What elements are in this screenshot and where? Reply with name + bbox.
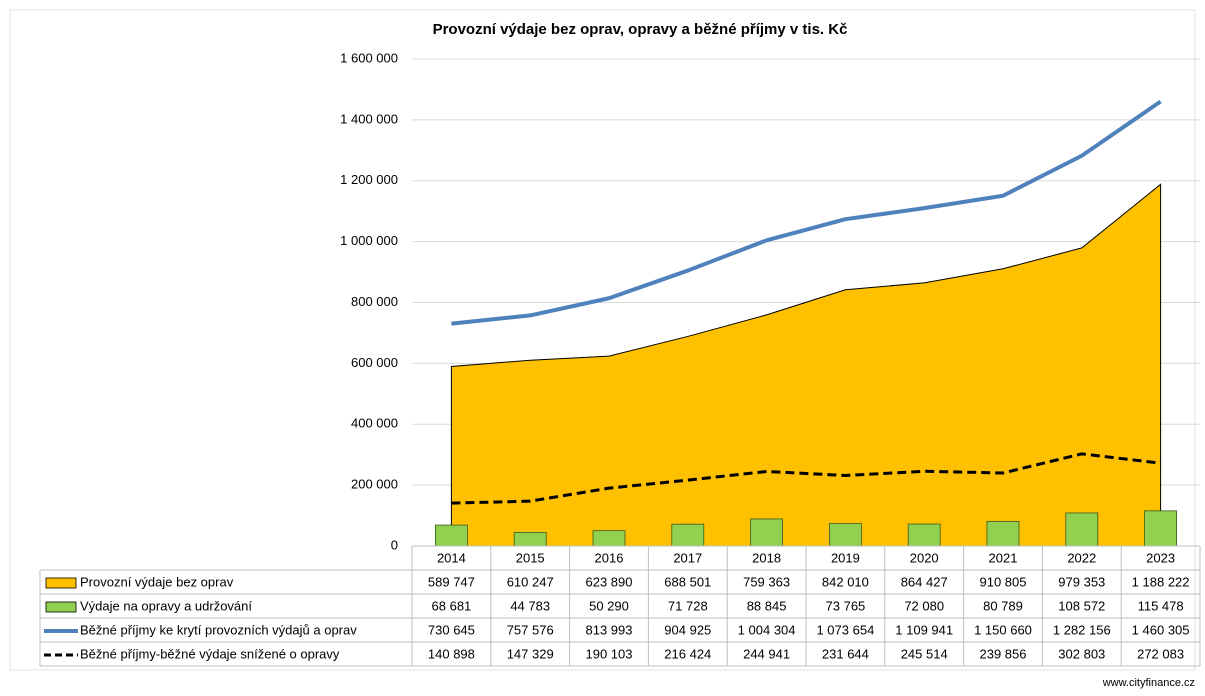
table-value: 813 993 (586, 622, 633, 637)
x-tick-label: 2019 (831, 550, 860, 565)
y-tick-label: 600 000 (351, 355, 398, 370)
table-value: 979 353 (1058, 574, 1105, 589)
table-value: 50 290 (589, 598, 629, 613)
y-tick-label: 0 (391, 537, 398, 552)
x-tick-label: 2017 (673, 550, 702, 565)
bar (750, 518, 783, 547)
table-value: 302 803 (1058, 646, 1105, 661)
table-value: 904 925 (664, 622, 711, 637)
chart-title: Provozní výdaje bez oprav, opravy a běžn… (433, 21, 848, 38)
table-value: 1 188 222 (1132, 574, 1190, 589)
table-value: 88 845 (747, 598, 787, 613)
y-tick-label: 1 400 000 (340, 111, 398, 126)
table-value: 44 783 (510, 598, 550, 613)
bar (1144, 510, 1177, 547)
table-value: 610 247 (507, 574, 554, 589)
table-value: 72 080 (904, 598, 944, 613)
table-value: 244 941 (743, 646, 790, 661)
table-value: 80 789 (983, 598, 1023, 613)
x-tick-label: 2021 (989, 550, 1018, 565)
x-tick-label: 2014 (437, 550, 466, 565)
bar (829, 523, 862, 547)
x-tick-label: 2022 (1067, 550, 1096, 565)
table-value: 71 728 (668, 598, 708, 613)
table-value: 842 010 (822, 574, 869, 589)
x-tick-label: 2016 (595, 550, 624, 565)
table-value: 757 576 (507, 622, 554, 637)
legend-label: Běžné příjmy ke krytí provozních výdajů … (80, 622, 357, 637)
y-tick-label: 1 600 000 (340, 50, 398, 65)
area (450, 183, 1162, 547)
bar (1065, 512, 1099, 547)
bar (434, 524, 468, 547)
table-value: 1 004 304 (738, 622, 796, 637)
legend-label: Provozní výdaje bez oprav (80, 574, 234, 589)
legend-label: Běžné příjmy-běžné výdaje snížené o opra… (80, 646, 340, 661)
table-value: 589 747 (428, 574, 475, 589)
bar (592, 530, 626, 547)
table-value: 1 150 660 (974, 622, 1032, 637)
y-tick-label: 200 000 (351, 477, 398, 492)
bar (671, 523, 705, 547)
table-value: 239 856 (980, 646, 1027, 661)
legend-key (45, 601, 77, 613)
table-value: 1 282 156 (1053, 622, 1111, 637)
table-value: 1 073 654 (816, 622, 874, 637)
source: www.cityfinance.cz (1102, 677, 1195, 689)
x-tick-label: 2018 (752, 550, 781, 565)
table-value: 231 644 (822, 646, 869, 661)
y-tick-label: 1 000 000 (340, 233, 398, 248)
bar (986, 521, 1020, 547)
table-value: 108 572 (1058, 598, 1105, 613)
bar (513, 531, 547, 547)
table-value: 864 427 (901, 574, 948, 589)
x-tick-label: 2015 (516, 550, 545, 565)
table-value: 272 083 (1137, 646, 1184, 661)
table-value: 245 514 (901, 646, 948, 661)
table-value: 73 765 (826, 598, 866, 613)
table-value: 1 109 941 (895, 622, 953, 637)
table-value: 688 501 (664, 574, 711, 589)
bar (907, 523, 941, 547)
y-tick-label: 400 000 (351, 416, 398, 431)
table-value: 623 890 (586, 574, 633, 589)
line (451, 99, 1162, 326)
table-value: 147 329 (507, 646, 554, 661)
legend-label: Výdaje na opravy a udržování (80, 598, 252, 613)
table-value: 759 363 (743, 574, 790, 589)
x-tick-label: 2023 (1146, 550, 1175, 565)
y-tick-label: 800 000 (351, 294, 398, 309)
y-tick-label: 1 200 000 (340, 172, 398, 187)
table-value: 1 460 305 (1132, 622, 1190, 637)
table-value: 910 805 (980, 574, 1027, 589)
table-value: 216 424 (664, 646, 711, 661)
x-tick-label: 2020 (910, 550, 939, 565)
table-value: 68 681 (432, 598, 472, 613)
table-value: 190 103 (586, 646, 633, 661)
table-value: 115 478 (1138, 598, 1184, 613)
dashed-line (451, 452, 1161, 505)
legend-key (45, 577, 77, 589)
table-value: 730 645 (428, 622, 475, 637)
table-value: 140 898 (428, 646, 475, 661)
